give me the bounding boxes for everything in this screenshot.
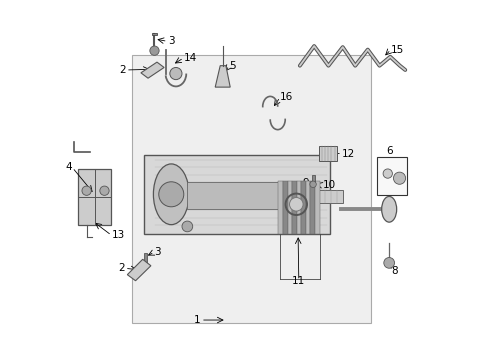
Text: 13: 13 bbox=[111, 230, 124, 240]
Bar bbox=[278, 181, 283, 234]
Bar bbox=[318, 146, 337, 161]
Bar bbox=[143, 252, 147, 267]
Bar bbox=[151, 33, 157, 35]
Bar bbox=[377, 157, 406, 195]
Bar bbox=[310, 181, 314, 234]
Polygon shape bbox=[141, 62, 164, 78]
Bar bbox=[187, 182, 301, 208]
Ellipse shape bbox=[153, 164, 189, 225]
Bar bbox=[305, 181, 310, 234]
Text: 7: 7 bbox=[399, 165, 406, 175]
Text: 3: 3 bbox=[167, 36, 174, 46]
Circle shape bbox=[82, 186, 91, 195]
Text: 6: 6 bbox=[385, 147, 392, 157]
Bar bbox=[291, 181, 296, 234]
Circle shape bbox=[289, 198, 303, 211]
Bar bbox=[314, 181, 319, 234]
Bar bbox=[301, 181, 305, 234]
Circle shape bbox=[182, 221, 192, 232]
Text: 11: 11 bbox=[291, 276, 305, 286]
Text: 16: 16 bbox=[280, 92, 293, 102]
Circle shape bbox=[393, 172, 405, 184]
Text: 15: 15 bbox=[390, 45, 404, 55]
Polygon shape bbox=[215, 66, 230, 87]
Circle shape bbox=[382, 169, 391, 178]
Bar bbox=[78, 169, 111, 225]
Text: 4: 4 bbox=[65, 162, 72, 172]
Text: 10: 10 bbox=[322, 180, 335, 190]
Bar bbox=[301, 190, 342, 203]
Bar bbox=[144, 155, 329, 234]
Bar bbox=[287, 181, 291, 234]
Polygon shape bbox=[127, 259, 151, 281]
Bar bbox=[311, 175, 314, 184]
Circle shape bbox=[149, 46, 159, 55]
Text: 2: 2 bbox=[119, 65, 125, 75]
Circle shape bbox=[383, 257, 394, 268]
Circle shape bbox=[159, 182, 183, 207]
Text: 2: 2 bbox=[118, 263, 124, 273]
Text: 1: 1 bbox=[194, 315, 201, 325]
Bar bbox=[283, 181, 287, 234]
Bar bbox=[132, 55, 370, 323]
Text: 14: 14 bbox=[183, 53, 197, 63]
Text: 12: 12 bbox=[341, 149, 355, 158]
Text: 3: 3 bbox=[154, 247, 161, 257]
Text: 8: 8 bbox=[391, 266, 398, 276]
Circle shape bbox=[169, 67, 182, 80]
Circle shape bbox=[309, 181, 316, 188]
Ellipse shape bbox=[381, 197, 396, 222]
Circle shape bbox=[100, 186, 109, 195]
Bar bbox=[296, 181, 301, 234]
Text: 5: 5 bbox=[229, 61, 236, 71]
Text: 9: 9 bbox=[302, 178, 308, 188]
